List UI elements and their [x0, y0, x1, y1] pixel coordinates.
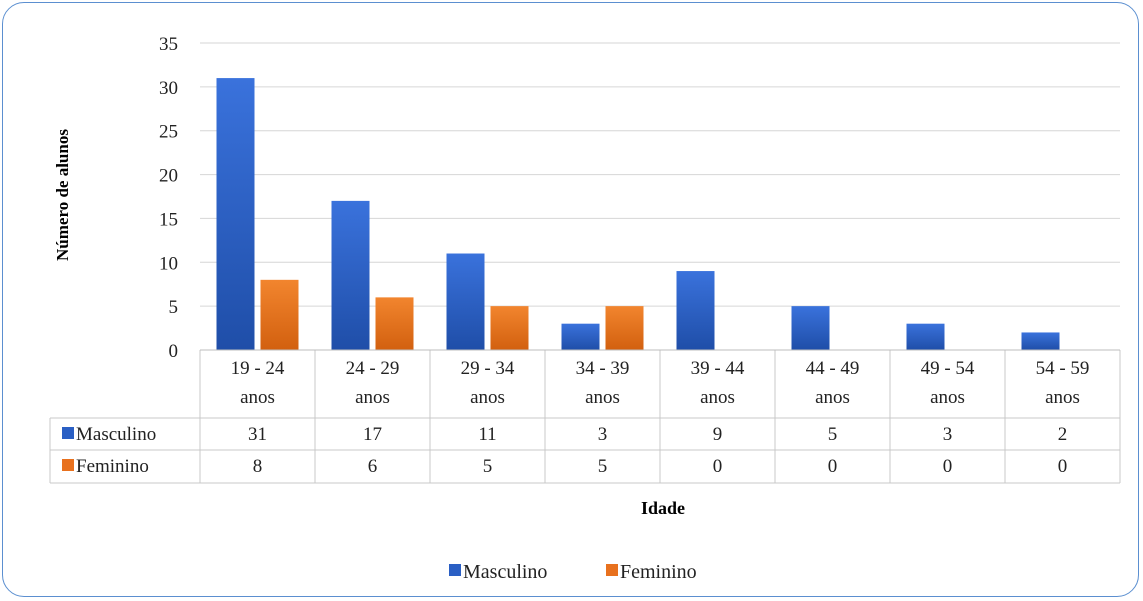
table-value: 0 [943, 456, 953, 477]
x-tick-label: anos [470, 387, 505, 408]
x-tick-label: 34 - 39 [576, 358, 630, 379]
bar-feminino-1 [375, 297, 414, 350]
y-axis-label: Número de alunos [53, 129, 72, 261]
y-tick-label: 20 [159, 166, 178, 187]
bar-masculino-2 [446, 253, 485, 350]
x-tick-label: anos [700, 387, 735, 408]
bar-masculino-4 [676, 271, 715, 350]
y-tick-label: 30 [159, 78, 178, 99]
table-value: 6 [368, 456, 378, 477]
table-value: 0 [828, 456, 838, 477]
table-value: 9 [713, 424, 723, 445]
x-tick-label: anos [585, 387, 620, 408]
table-legend-key-masculino [62, 427, 74, 439]
y-tick-label: 35 [159, 34, 178, 55]
y-tick-label: 25 [159, 122, 178, 143]
x-tick-label: anos [1045, 387, 1080, 408]
x-tick-label: anos [815, 387, 850, 408]
legend-label-feminino: Feminino [620, 561, 697, 583]
bar-masculino-3 [561, 323, 600, 350]
bar-feminino-3 [605, 306, 644, 350]
x-tick-label: 19 - 24 [231, 358, 285, 379]
table-legend-key-feminino [62, 459, 74, 471]
bars [216, 78, 1060, 350]
table-value: 0 [1058, 456, 1068, 477]
x-tick-label: 49 - 54 [921, 358, 975, 379]
bar-feminino-2 [490, 306, 529, 350]
table-value: 2 [1058, 424, 1068, 445]
x-tick-label: 54 - 59 [1036, 358, 1090, 379]
table-value: 8 [253, 456, 263, 477]
x-tick-label: 24 - 29 [346, 358, 400, 379]
legend-key-masculino [449, 564, 461, 576]
x-tick-label: 39 - 44 [691, 358, 745, 379]
table-value: 17 [363, 424, 382, 445]
y-tick-label: 10 [159, 253, 178, 274]
bar-masculino-0 [216, 78, 255, 350]
x-tick-label: anos [355, 387, 390, 408]
table-value: 0 [713, 456, 723, 477]
bar-masculino-5 [791, 306, 830, 350]
table-value: 5 [483, 456, 493, 477]
data-table: 19 - 24 anos 24 - 29 anos 29 - 34 anos 34 - 39… [49, 349, 1121, 484]
x-tick-label: anos [240, 387, 275, 408]
x-tick-label: 29 - 34 [461, 358, 515, 379]
bar-masculino-1 [331, 200, 370, 350]
x-tick-label: 44 - 49 [806, 358, 860, 379]
table-series-name: Masculino [76, 424, 156, 445]
bar-masculino-7 [1021, 332, 1060, 350]
y-tick-label: 15 [159, 209, 178, 230]
legend-label-masculino: Masculino [463, 561, 547, 583]
table-value: 11 [478, 424, 496, 445]
table-value: 5 [828, 424, 838, 445]
legend: Masculino Feminino [449, 561, 697, 583]
table-value: 5 [598, 456, 608, 477]
table-value: 3 [943, 424, 953, 445]
bar-masculino-6 [906, 323, 945, 350]
legend-key-feminino [606, 564, 618, 576]
y-tick-label: 5 [169, 297, 179, 318]
x-tick-label: anos [930, 387, 965, 408]
table-value: 3 [598, 424, 608, 445]
y-tick-label: 0 [169, 341, 179, 362]
y-axis-ticks: 0 5 10 15 20 25 30 35 [159, 34, 178, 362]
bar-feminino-0 [260, 279, 299, 350]
table-series-name: Feminino [76, 456, 149, 477]
x-axis-label: Idade [641, 498, 685, 518]
table-value: 31 [248, 424, 267, 445]
